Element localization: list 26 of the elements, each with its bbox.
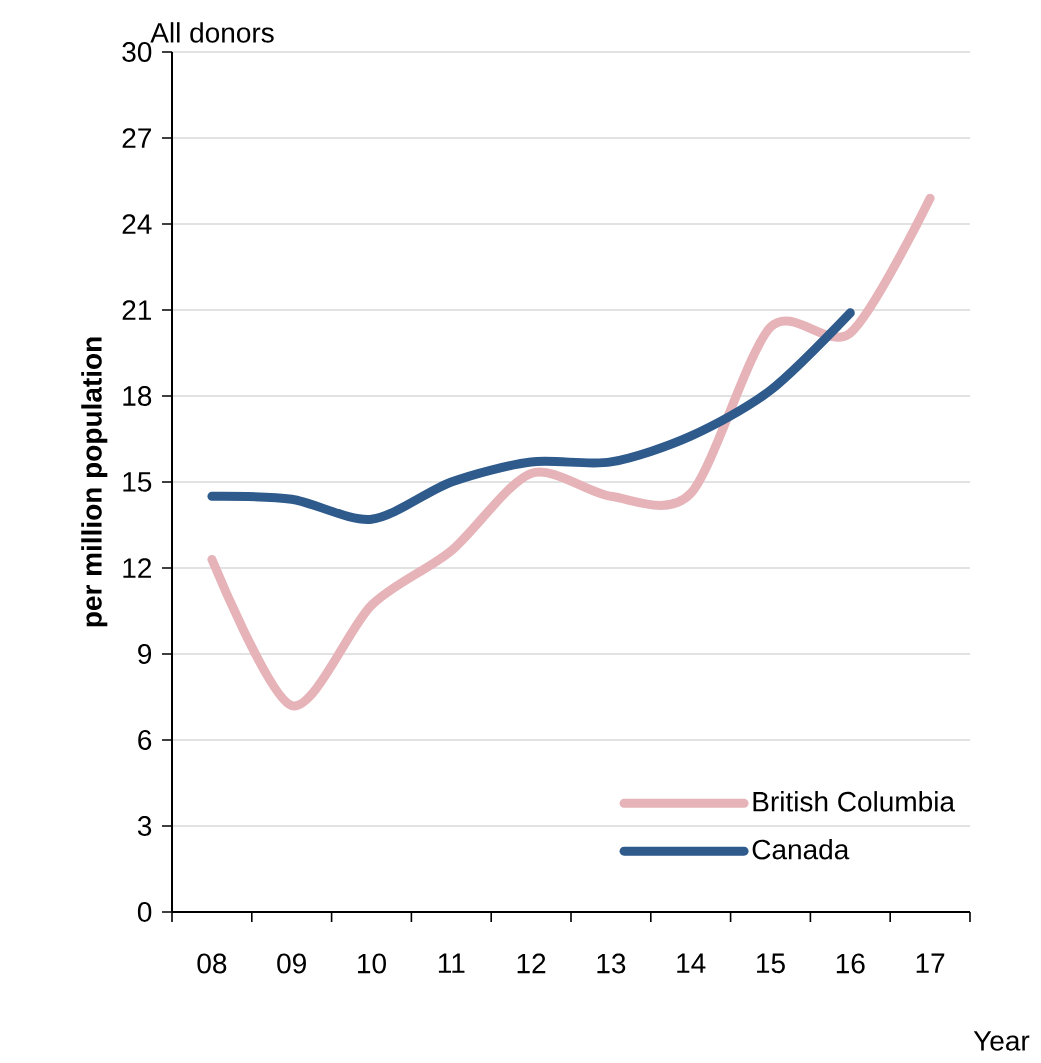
x-tick-label: 08: [197, 953, 227, 974]
y-tick-label: 27: [122, 128, 151, 148]
x-tick-label: 17: [916, 953, 945, 973]
x-tick-label: 11: [438, 953, 465, 973]
y-tick-label: 3: [137, 816, 152, 836]
x-tick-label: 09: [277, 953, 306, 974]
x-tick-label: 15: [757, 953, 785, 974]
x-tick-label: 10: [358, 953, 386, 974]
y-tick-label: 18: [123, 386, 152, 406]
y-tick-label: 30: [122, 42, 152, 62]
x-tick-label: 12: [517, 953, 546, 974]
y-tick-label: 21: [122, 300, 152, 320]
x-tick-label: 14: [677, 953, 706, 973]
x-tick-label: 16: [836, 953, 865, 974]
x-tick-label: 13: [597, 953, 626, 974]
legend-label: Canada: [752, 838, 850, 860]
legend-label: British Columbia: [753, 791, 956, 812]
y-axis-title: per million population: [81, 337, 108, 627]
y-tick-label: 9: [138, 644, 152, 664]
y-tick-label: 0: [137, 902, 152, 922]
y-tick-label: 15: [123, 472, 152, 492]
y-tick-label: 6: [138, 730, 152, 750]
chart-title: All donors: [150, 22, 274, 43]
y-tick-label: 12: [123, 558, 151, 578]
y-tick-label: 24: [122, 214, 152, 234]
x-axis-title: Year: [973, 1031, 1030, 1051]
